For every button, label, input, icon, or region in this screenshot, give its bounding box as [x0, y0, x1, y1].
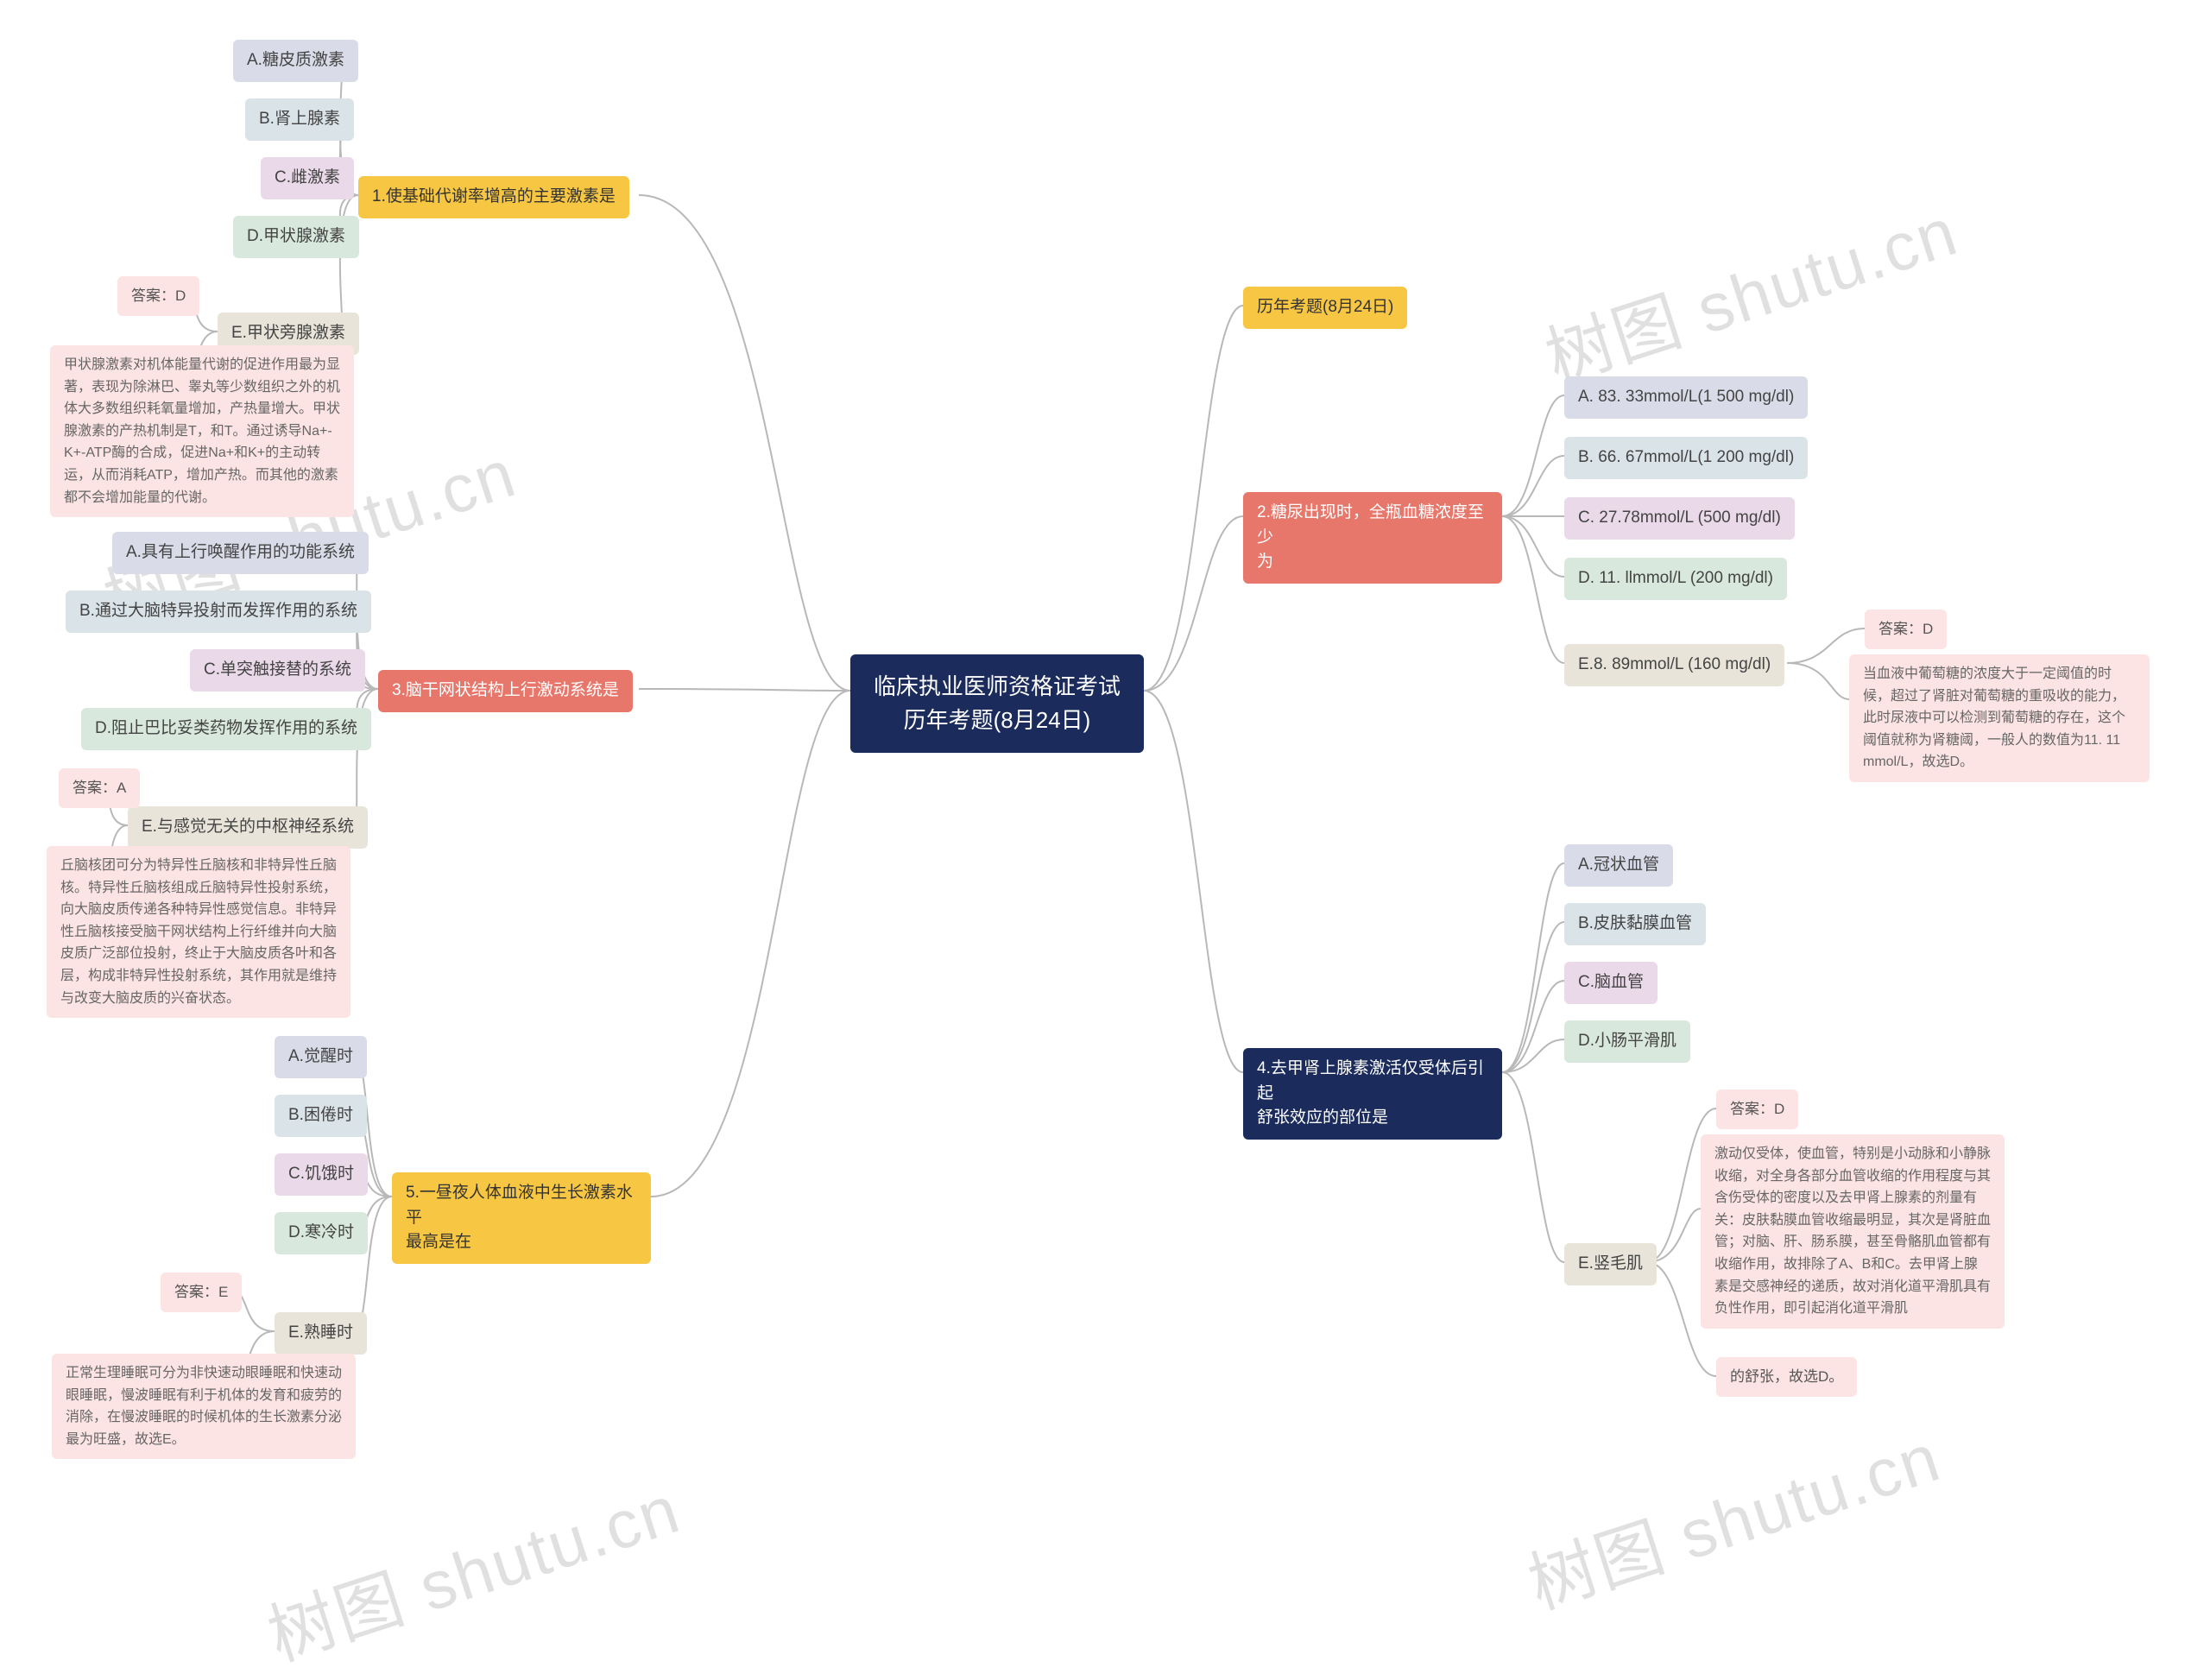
q3-opt-b[interactable]: B.通过大脑特异投射而发挥作用的系统: [66, 591, 371, 633]
q4-title[interactable]: 4.去甲肾上腺素激活仅受体后引起舒张效应的部位是: [1243, 1048, 1502, 1140]
central-topic[interactable]: 临床执业医师资格证考试历年考题(8月24日): [850, 654, 1144, 753]
q2-opt-c[interactable]: C. 27.78mmol/L (500 mg/dl): [1564, 497, 1795, 540]
q5-opt-b[interactable]: B.困倦时: [275, 1095, 367, 1137]
q4-opt-c[interactable]: C.脑血管: [1564, 962, 1658, 1004]
q1-title[interactable]: 1.使基础代谢率增高的主要激素是: [358, 176, 629, 218]
q2-opt-b[interactable]: B. 66. 67mmol/L(1 200 mg/dl): [1564, 437, 1808, 479]
q4-opt-a[interactable]: A.冠状血管: [1564, 844, 1673, 887]
q2-explanation: 当血液中葡萄糖的浓度大于一定阈值的时候，超过了肾脏对葡萄糖的重吸收的能力，此时尿…: [1849, 654, 2150, 782]
q1-explanation: 甲状腺激素对机体能量代谢的促进作用最为显著，表现为除淋巴、睾丸等少数组织之外的机…: [50, 345, 354, 517]
q1-opt-a[interactable]: A.糖皮质激素: [233, 40, 358, 82]
q3-explanation: 丘脑核团可分为特异性丘脑核和非特异性丘脑核。特异性丘脑核组成丘脑特异性投射系统，…: [47, 846, 350, 1018]
q2-opt-d[interactable]: D. 11. llmmol/L (200 mg/dl): [1564, 558, 1787, 600]
q5-opt-d[interactable]: D.寒冷时: [275, 1212, 368, 1254]
q3-title[interactable]: 3.脑干网状结构上行激动系统是: [378, 670, 633, 712]
q2-title[interactable]: 2.糖尿出现时，全瓶血糖浓度至少为: [1243, 492, 1502, 584]
q2-answer: 答案：D: [1865, 609, 1947, 649]
q3-answer: 答案：A: [59, 768, 140, 808]
watermark: 树图 shutu.cn: [1515, 1404, 1951, 1627]
watermark: 树图 shutu.cn: [255, 1456, 691, 1679]
q5-opt-c[interactable]: C.饥饿时: [275, 1153, 368, 1196]
q5-opt-e[interactable]: E.熟睡时: [275, 1312, 367, 1355]
q2-opt-a[interactable]: A. 83. 33mmol/L(1 500 mg/dl): [1564, 376, 1808, 419]
q5-title[interactable]: 5.一昼夜人体血液中生长激素水平最高是在: [392, 1172, 651, 1264]
q1-opt-c[interactable]: C.雌激素: [261, 157, 354, 199]
history-tag[interactable]: 历年考题(8月24日): [1243, 287, 1407, 329]
q5-answer: 答案：E: [161, 1273, 242, 1312]
q1-answer: 答案：D: [117, 276, 199, 316]
q4-explanation-cont: 的舒张，故选D。: [1716, 1357, 1857, 1397]
q4-answer: 答案：D: [1716, 1089, 1798, 1129]
q3-opt-a[interactable]: A.具有上行唤醒作用的功能系统: [112, 532, 369, 574]
q3-opt-d[interactable]: D.阻止巴比妥类药物发挥作用的系统: [81, 708, 371, 750]
q3-opt-e[interactable]: E.与感觉无关的中枢神经系统: [128, 806, 368, 849]
q4-opt-d[interactable]: D.小肠平滑肌: [1564, 1020, 1690, 1063]
q4-opt-b[interactable]: B.皮肤黏膜血管: [1564, 903, 1706, 945]
q1-opt-d[interactable]: D.甲状腺激素: [233, 216, 359, 258]
q4-explanation: 激动仅受体，使血管，特别是小动脉和小静脉收缩，对全身各部分血管收缩的作用程度与其…: [1701, 1134, 2005, 1329]
q3-opt-c[interactable]: C.单突触接替的系统: [190, 649, 365, 692]
q5-opt-a[interactable]: A.觉醒时: [275, 1036, 367, 1078]
q5-explanation: 正常生理睡眠可分为非快速动眼睡眠和快速动眼睡眠，慢波睡眠有利于机体的发育和疲劳的…: [52, 1354, 356, 1459]
watermark: 树图 shutu.cn: [1532, 178, 1968, 401]
q4-opt-e[interactable]: E.竖毛肌: [1564, 1243, 1657, 1285]
q2-opt-e[interactable]: E.8. 89mmol/L (160 mg/dl): [1564, 644, 1784, 686]
q1-opt-b[interactable]: B.肾上腺素: [245, 98, 354, 141]
